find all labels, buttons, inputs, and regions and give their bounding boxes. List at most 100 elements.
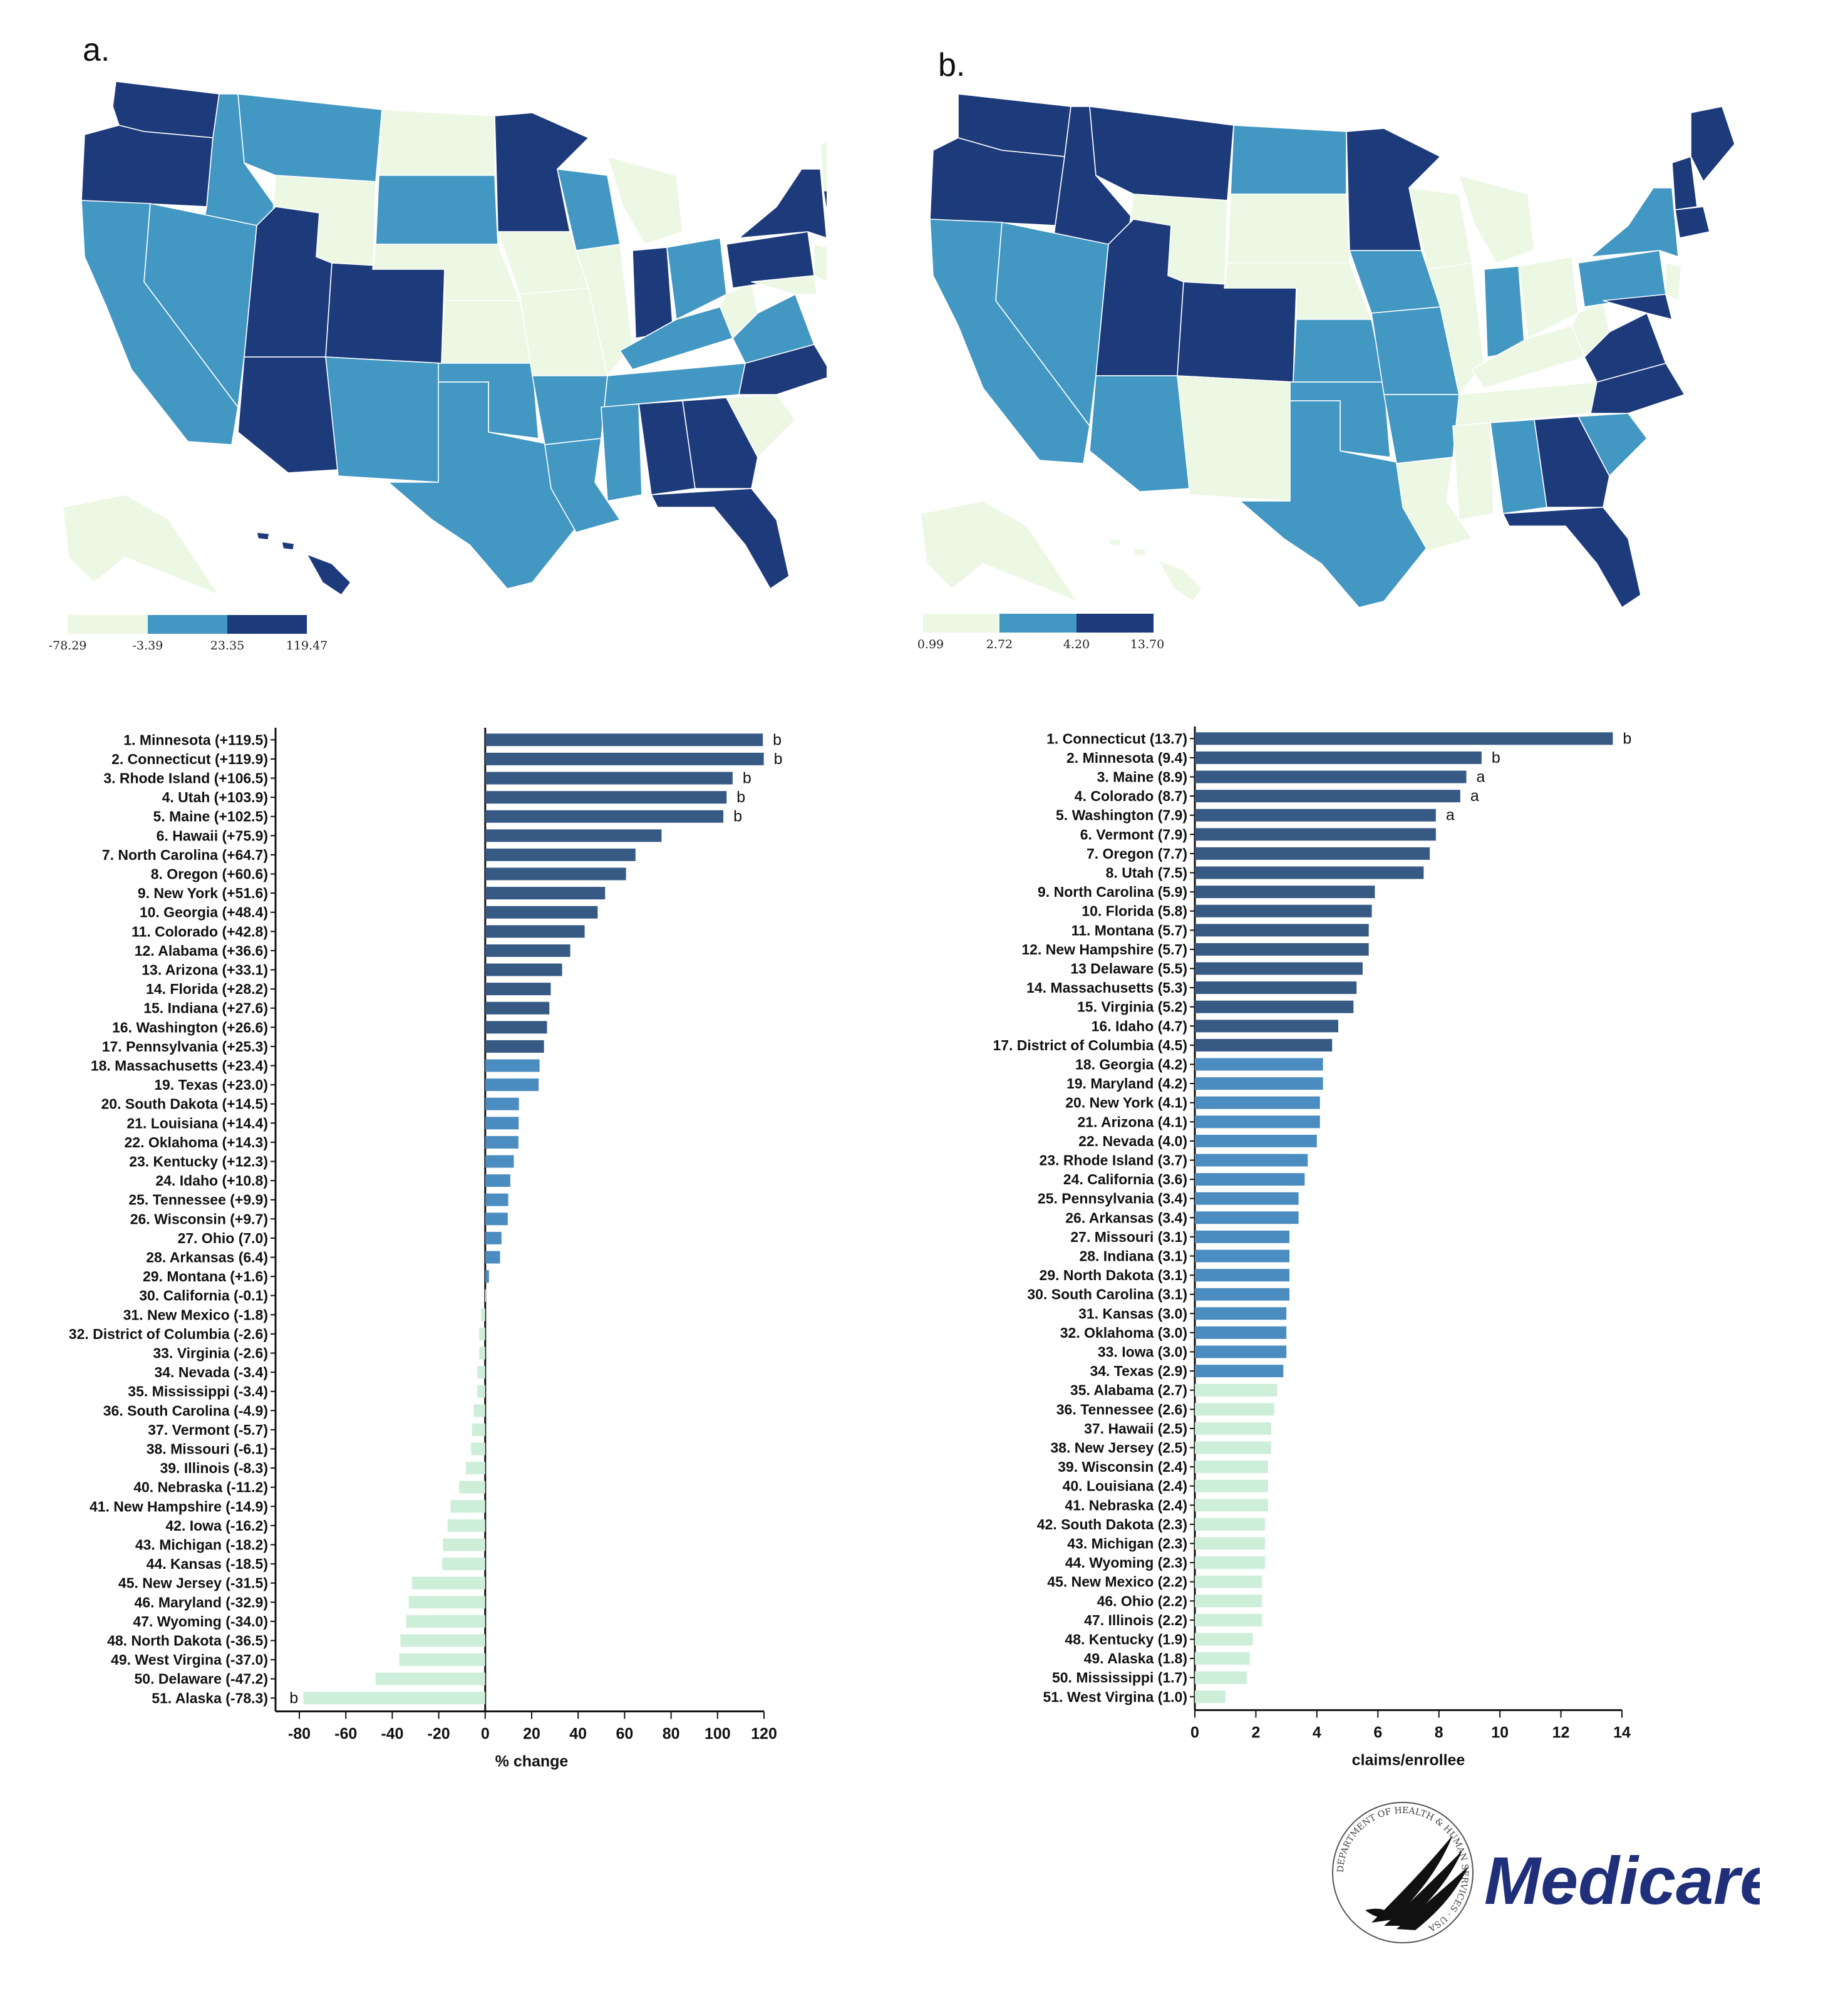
bar-label: 45. New Jersey (-31.5) [118,1575,268,1591]
bar [1195,1192,1299,1205]
bar [473,1404,485,1417]
bar-label: 43. Michigan (2.3) [1067,1536,1187,1552]
state-alaska [62,494,220,596]
bar-label: 44. Kansas (-18.5) [147,1556,268,1572]
bar [1195,770,1467,783]
legend-a-tick-2: 23.35 [210,639,245,653]
bar [485,1059,540,1072]
bar [1195,962,1363,975]
state-massachusetts-ct-ri [823,190,827,215]
legend-b-light [923,614,999,633]
bar [1195,943,1369,956]
bar-label: 20. South Dakota (+14.5) [101,1096,269,1112]
bar [485,772,733,785]
bar-label: 44. Wyoming (2.3) [1065,1554,1187,1571]
map-b [921,93,1735,607]
bar-label: 35. Mississippi (-3.4) [128,1383,268,1400]
bar [485,829,662,842]
bar [1195,1020,1338,1033]
bar [1195,1365,1284,1378]
bar-label: 13. Arizona (+33.1) [142,962,268,978]
bar [1195,1499,1268,1512]
bar [1195,866,1424,879]
bar [485,1001,550,1015]
bar [1195,751,1482,764]
bar-label: 34. Texas (2.9) [1090,1363,1187,1379]
bar-label: 33. Iowa (3.0) [1098,1344,1187,1360]
bar [1195,1345,1287,1358]
state-south-carolina [726,394,796,458]
x-tick-label: -20 [428,1725,450,1743]
bar [1195,886,1375,899]
bar [485,1021,547,1034]
x-axis-title: % change [495,1753,569,1770]
medicare-logo: DEPARTMENT OF HEALTH & HUMAN SERVICES · … [1332,1802,1760,1943]
x-tick-label: 40 [569,1725,587,1743]
bar-label: 4. Utah (+103.9) [162,789,268,805]
x-tick-label: 0 [1190,1724,1199,1742]
state-maine [1690,106,1735,182]
bar-label: 32. Oklahoma (3.0) [1060,1325,1187,1341]
bar-label: 17. Pennsylvania (+25.3) [102,1038,268,1055]
bar [485,906,598,919]
state-texas [1189,400,1441,607]
bar-label: 40. Louisiana (2.4) [1063,1478,1187,1494]
bar [442,1558,485,1571]
x-axis-title: claims/enrollee [1352,1752,1465,1769]
bar-label: 14. Florida (+28.2) [146,981,268,997]
x-tick-label: -60 [334,1725,357,1743]
bar-label: 42. South Dakota (2.3) [1037,1516,1187,1533]
state-colorado [1177,281,1297,383]
bar-label: 9. New York (+51.6) [138,885,268,901]
bar [443,1538,485,1551]
bar-label: 47. Illinois (2.2) [1084,1612,1187,1628]
state-florida [651,488,790,589]
bar [485,1135,519,1149]
bar-label: 27. Ohio (7.0) [178,1230,268,1246]
state-north-dakota [378,109,495,176]
bar-annotation: b [1623,730,1631,747]
legend-a-tick-3: 119.47 [286,639,328,653]
bar [485,1231,502,1244]
legend-b-tick-0: 0.99 [917,638,944,651]
bar [1195,1230,1290,1243]
bar-label: 42. Iowa (-16.2) [165,1517,268,1534]
bar [1195,1613,1262,1626]
x-tick-label: 0 [481,1725,490,1743]
bar [1195,1058,1323,1071]
bar [485,752,764,765]
state-montana [237,93,383,182]
bar [1195,1173,1305,1186]
x-tick-label: 100 [705,1725,731,1743]
bar [481,1308,485,1321]
legend-a-mid [148,615,227,634]
state-arkansas [532,375,608,445]
bar [1195,828,1436,841]
state-louisiana [1396,457,1472,552]
state-georgia [682,397,758,489]
bar [485,1251,500,1264]
bar [1195,1326,1287,1339]
bar [485,925,585,938]
bar-annotation: a [1477,768,1485,786]
bar-label: 13 Delaware (5.5) [1070,961,1187,977]
x-tick-label: 2 [1251,1724,1260,1742]
bar-label: 8. Oregon (+60.6) [151,866,268,882]
x-tick-label: 4 [1313,1724,1321,1742]
bar-label: 8. Utah (7.5) [1106,865,1187,881]
bar [485,733,763,747]
bar-label: 26. Wisconsin (+9.7) [130,1211,268,1227]
state-north-carolina [1590,363,1685,414]
bar-label: 51. West Virgina (1.0) [1043,1688,1187,1705]
medicare-wordmark: Medicare [1484,1843,1760,1918]
state-mississippi [1452,422,1494,520]
bar [1195,1652,1250,1665]
bar [408,1596,485,1609]
bar-label: 49. West Virgina (-37.0) [111,1652,268,1668]
bar-label: 48. Kentucky (1.9) [1065,1631,1187,1648]
x-tick-label: 12 [1552,1724,1570,1742]
bar [447,1519,485,1532]
bar [1195,1077,1323,1090]
bar-label: 3. Maine (8.9) [1097,769,1187,785]
bar-label: 33. Virginia (-2.6) [153,1345,268,1362]
